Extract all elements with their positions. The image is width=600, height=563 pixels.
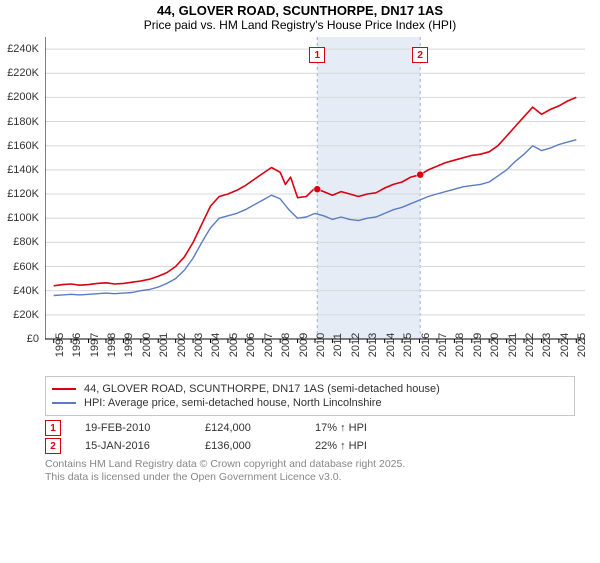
price-marker-2: 2 [412,47,428,63]
y-tick-label: £120K [7,188,39,200]
title-line-2: Price paid vs. HM Land Registry's House … [0,18,600,32]
price-marker-1: 1 [309,47,325,63]
x-tick-label: 2020 [489,333,501,357]
x-tick-label: 2004 [210,333,222,357]
x-tick-label: 2024 [559,333,571,357]
marker-hpi: 17% ↑ HPI [315,422,367,434]
x-tick-label: 1998 [106,333,118,357]
chart-title-block: 44, GLOVER ROAD, SCUNTHORPE, DN17 1AS Pr… [0,3,600,32]
x-tick-label: 2017 [437,333,449,357]
y-tick-label: £200K [7,91,39,103]
y-tick-label: £180K [7,116,39,128]
marker-date: 15-JAN-2016 [85,440,205,452]
marker-id-box: 1 [45,420,61,436]
y-tick-label: £140K [7,164,39,176]
x-tick-label: 2000 [141,333,153,357]
x-tick-label: 1997 [89,333,101,357]
y-tick-label: £60K [13,261,39,273]
y-tick-label: £40K [13,285,39,297]
x-tick-label: 2025 [576,333,588,357]
x-tick-label: 1999 [123,333,135,357]
attribution-line-2: This data is licensed under the Open Gov… [45,471,600,484]
attribution: Contains HM Land Registry data © Crown c… [45,458,600,484]
marker-table-row: 1 19-FEB-2010£124,00017% ↑ HPI [45,420,575,436]
marker-price: £124,000 [205,422,315,434]
y-tick-label: £100K [7,212,39,224]
x-tick-label: 2001 [158,333,170,357]
legend-swatch [52,402,76,404]
x-tick-label: 1995 [54,333,66,357]
legend-label: HPI: Average price, semi-detached house,… [84,397,382,409]
x-tick-label: 2013 [367,333,379,357]
x-tick-label: 2012 [350,333,362,357]
x-tick-label: 2008 [280,333,292,357]
x-tick-label: 2002 [176,333,188,357]
y-tick-label: £160K [7,140,39,152]
legend-swatch [52,388,76,390]
marker-table: 1 19-FEB-2010£124,00017% ↑ HPI 2 15-JAN-201… [45,420,575,454]
x-tick-label: 2006 [245,333,257,357]
y-tick-label: £20K [13,309,39,321]
legend-label: 44, GLOVER ROAD, SCUNTHORPE, DN17 1AS (s… [84,383,440,395]
x-tick-label: 2022 [524,333,536,357]
marker-hpi: 22% ↑ HPI [315,440,367,452]
x-tick-label: 2021 [507,333,519,357]
legend: 44, GLOVER ROAD, SCUNTHORPE, DN17 1AS (s… [45,376,575,416]
marker-id-box: 2 [45,438,61,454]
x-tick-label: 2011 [332,333,344,357]
marker-date: 19-FEB-2010 [85,422,205,434]
marker-price: £136,000 [205,440,315,452]
x-tick-label: 2018 [454,333,466,357]
marker-table-row: 2 15-JAN-2016£136,00022% ↑ HPI [45,438,575,454]
y-tick-label: £0 [27,333,39,345]
title-line-1: 44, GLOVER ROAD, SCUNTHORPE, DN17 1AS [0,3,600,18]
x-tick-label: 2007 [263,333,275,357]
chart-area: £0£20K£40K£60K£80K£100K£120K£140K£160K£1… [45,32,587,372]
x-tick-label: 2009 [298,333,310,357]
x-tick-label: 2010 [315,333,327,357]
chart-svg [45,32,587,372]
x-tick-label: 2015 [402,333,414,357]
x-tick-label: 2005 [228,333,240,357]
x-tick-label: 2003 [193,333,205,357]
y-tick-label: £80K [13,236,39,248]
attribution-line-1: Contains HM Land Registry data © Crown c… [45,458,600,471]
legend-row: 44, GLOVER ROAD, SCUNTHORPE, DN17 1AS (s… [52,383,568,395]
x-tick-label: 2019 [472,333,484,357]
y-tick-label: £220K [7,67,39,79]
y-tick-label: £240K [7,43,39,55]
x-tick-label: 1996 [71,333,83,357]
legend-row: HPI: Average price, semi-detached house,… [52,397,568,409]
x-tick-label: 2014 [385,333,397,357]
x-tick-label: 2023 [541,333,553,357]
x-tick-label: 2016 [420,333,432,357]
